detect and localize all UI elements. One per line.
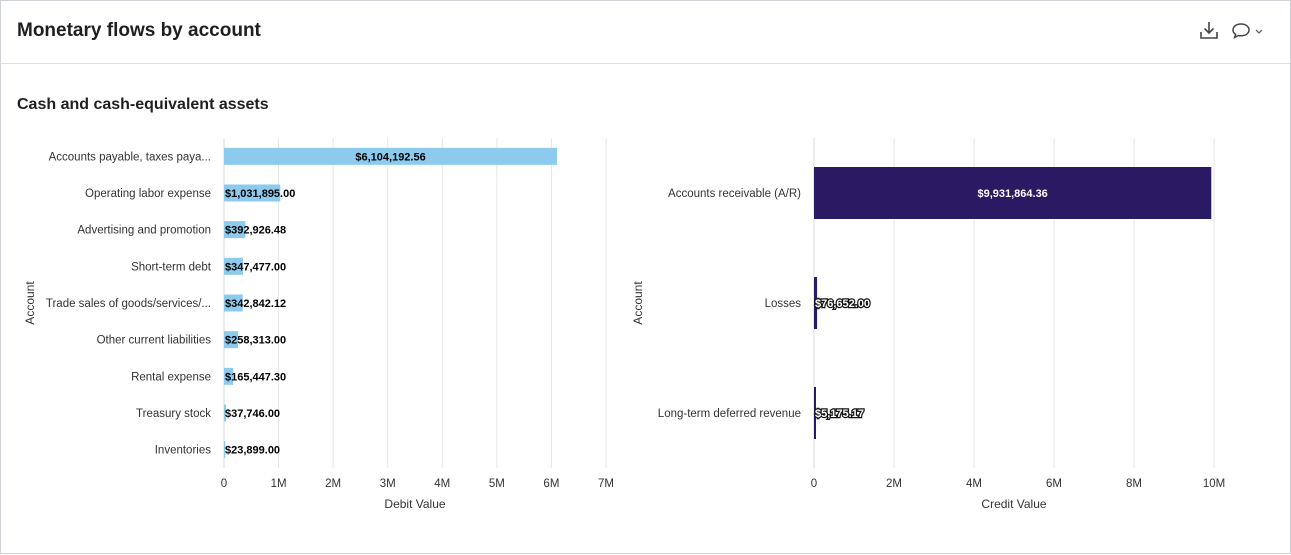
x-tick-label: 1M: [271, 478, 287, 490]
data-label: $342,842.12: [225, 298, 286, 310]
bar: [224, 404, 227, 422]
x-tick-label: 6M: [1046, 478, 1062, 490]
category-label: Inventories: [155, 445, 212, 457]
data-label: $165,447.30: [225, 371, 286, 383]
category-label: Trade sales of goods/services/...: [46, 298, 211, 310]
category-label: Accounts payable, taxes paya...: [49, 151, 211, 163]
card-header: Monetary flows by account: [1, 1, 1290, 64]
x-axis-title: Debit Value: [384, 497, 445, 511]
category-label: Advertising and promotion: [77, 225, 211, 237]
data-label: $76,652.00: [815, 298, 870, 310]
x-tick-label: 0: [811, 478, 817, 490]
bar: [224, 294, 243, 312]
bar: [814, 167, 1212, 219]
x-tick-label: 2M: [325, 478, 341, 490]
y-axis-title: Account: [23, 281, 37, 325]
bar: [224, 441, 226, 459]
category-label: Operating labor expense: [85, 188, 211, 200]
x-tick-label: 0: [221, 478, 227, 490]
data-label: $5,175.17: [815, 408, 864, 420]
x-tick-label: 4M: [966, 478, 982, 490]
data-label: $9,931,864.36: [977, 188, 1047, 200]
card-title: Monetary flows by account: [17, 20, 261, 41]
comment-icon[interactable]: [1229, 19, 1253, 43]
data-label: $258,313.00: [225, 335, 286, 347]
x-axis-title: Credit Value: [981, 497, 1046, 511]
x-tick-label: 8M: [1126, 478, 1142, 490]
x-tick-label: 6M: [543, 478, 559, 490]
x-tick-label: 2M: [886, 478, 902, 490]
chevron-down-icon[interactable]: [1252, 19, 1266, 43]
x-tick-label: 10M: [1203, 478, 1225, 490]
data-label: $347,477.00: [225, 261, 286, 273]
download-icon[interactable]: [1197, 19, 1221, 43]
category-label: Losses: [765, 298, 802, 310]
y-axis-title: Account: [631, 281, 645, 325]
bar: [224, 184, 281, 202]
bar: [224, 221, 246, 239]
x-tick-label: 5M: [489, 478, 505, 490]
data-label: $37,746.00: [225, 408, 280, 420]
x-tick-label: 3M: [380, 478, 396, 490]
bar: [224, 331, 239, 349]
bar: [814, 387, 816, 439]
category-label: Long-term deferred revenue: [658, 408, 801, 420]
category-label: Accounts receivable (A/R): [668, 188, 801, 200]
data-label: $6,104,192.56: [355, 151, 425, 163]
bar: [224, 147, 558, 165]
bar: [224, 367, 234, 385]
x-tick-label: 4M: [434, 478, 450, 490]
data-label: $1,031,895.00: [225, 188, 295, 200]
category-label: Treasury stock: [136, 408, 211, 420]
data-label: $392,926.48: [225, 225, 286, 237]
category-label: Short-term debt: [131, 261, 212, 273]
bar: [224, 257, 243, 275]
section-title: Cash and cash-equivalent assets: [17, 96, 269, 113]
category-label: Other current liabilities: [97, 335, 212, 347]
bar: [814, 277, 818, 329]
category-label: Rental expense: [131, 371, 211, 383]
data-label: $23,899.00: [225, 445, 280, 457]
x-tick-label: 7M: [598, 478, 614, 490]
